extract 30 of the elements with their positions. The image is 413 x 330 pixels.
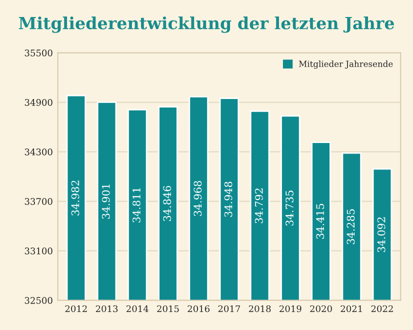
y-tick-label: 33100 <box>24 248 52 254</box>
y-tick-label: 34900 <box>24 99 52 106</box>
y-tick-label: 32500 <box>24 297 52 304</box>
chart-title: Mitgliederentwicklung der letzten Jahre <box>18 16 394 33</box>
x-tick-label: 2012 <box>65 305 87 312</box>
data-label: 34.092 <box>377 217 386 252</box>
data-label: 34.285 <box>346 209 355 244</box>
data-label: 34.415 <box>316 204 324 239</box>
data-label: 34.948 <box>224 182 232 217</box>
data-label: 34.811 <box>132 188 140 222</box>
x-tick-label: 2017 <box>218 305 240 312</box>
y-tick-label: 35500 <box>24 50 52 56</box>
y-tick-label: 34300 <box>24 148 52 156</box>
data-label: 34.846 <box>163 186 172 221</box>
legend-label: Mitglieder Jahresende <box>299 60 393 69</box>
x-tick-label: 2013 <box>96 305 118 312</box>
x-tick-label: 2019 <box>280 305 302 312</box>
data-label: 34.792 <box>254 188 263 224</box>
y-tick-label: 33700 <box>24 198 52 205</box>
data-label: 34.982 <box>71 180 80 216</box>
data-label: 34.968 <box>194 180 202 216</box>
data-label: 34.735 <box>286 190 294 226</box>
x-tick-label: 2018 <box>248 305 271 312</box>
x-tick-label: 2016 <box>188 305 210 312</box>
data-label: 34.901 <box>102 184 110 219</box>
x-tick-label: 2015 <box>157 305 179 312</box>
x-tick-label: 2021 <box>340 305 362 312</box>
x-tick-label: 2022 <box>371 305 393 312</box>
x-tick-label: 2014 <box>126 305 148 312</box>
x-tick-label: 2020 <box>310 305 332 312</box>
